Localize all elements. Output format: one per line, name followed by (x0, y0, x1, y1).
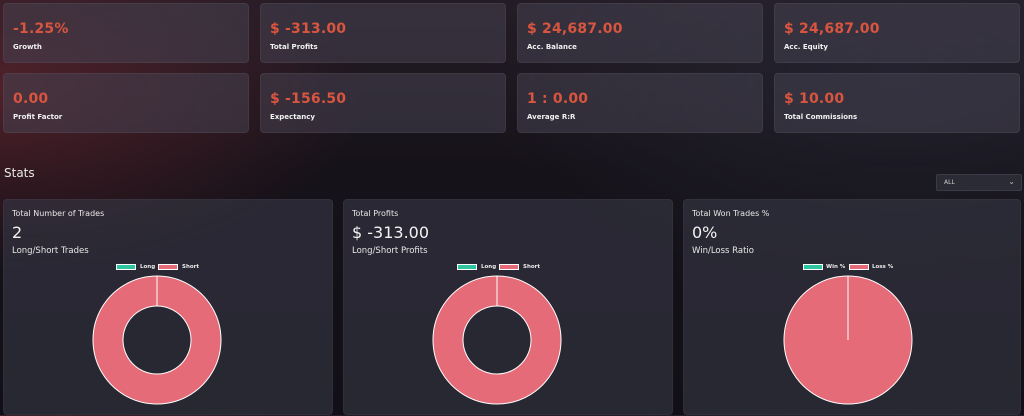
panel-title: Total Won Trades % (692, 209, 770, 218)
slice-short[interactable] (92, 275, 222, 405)
legend-swatch-win[interactable] (803, 264, 823, 270)
panel-subtitle: Long/Short Profits (352, 246, 428, 256)
chevron-down-icon: ⌄ (1008, 177, 1015, 186)
panel-value: $ -313.00 (352, 223, 430, 242)
panel-subtitle: Long/Short Trades (12, 246, 89, 256)
stat-label: Acc. Equity (784, 43, 828, 51)
stat-label: Acc. Balance (527, 43, 577, 51)
stat-card-profit-factor: 0.00 Profit Factor (3, 73, 249, 133)
chart-legend: Win % Loss % (803, 264, 913, 272)
stat-card-acc-balance: $ 24,687.00 Acc. Balance (517, 3, 763, 63)
legend-label[interactable]: Short (182, 264, 199, 270)
stat-label: Total Commissions (784, 113, 858, 121)
stat-card-average-rr: 1 : 0.00 Average R:R (517, 73, 763, 133)
stat-label: Profit Factor (13, 113, 63, 121)
stat-card-acc-equity: $ 24,687.00 Acc. Equity (774, 3, 1020, 63)
stat-value: 0.00 (13, 91, 49, 107)
stat-value: -1.25% (13, 21, 69, 37)
stat-card-growth: -1.25% Growth (3, 3, 249, 63)
win-loss-pie (783, 275, 913, 405)
legend-label[interactable]: Loss % (872, 264, 894, 270)
slice-short[interactable] (432, 275, 562, 405)
stat-card-total-profits: $ -313.00 Total Profits (260, 3, 506, 63)
panel-won-trades: Total Won Trades % 0% Win/Loss Ratio Win… (683, 199, 1021, 415)
stat-value: $ -156.50 (270, 91, 347, 107)
legend-label[interactable]: Long (481, 264, 497, 270)
chart-legend: Long Short (116, 264, 216, 272)
panel-title: Total Profits (352, 209, 399, 218)
panel-total-profits: Total Profits $ -313.00 Long/Short Profi… (343, 199, 673, 415)
stat-label: Growth (13, 43, 42, 51)
long-short-trades-doughnut (92, 275, 222, 405)
stat-value: $ -313.00 (270, 21, 347, 37)
stat-value: 1 : 0.00 (527, 91, 589, 107)
panel-total-trades: Total Number of Trades 2 Long/Short Trad… (3, 199, 333, 415)
panel-subtitle: Win/Loss Ratio (692, 246, 754, 256)
legend-label[interactable]: Win % (826, 264, 846, 270)
legend-swatch-long[interactable] (457, 264, 477, 270)
stats-section-title: Stats (4, 166, 35, 180)
stats-filter-select[interactable]: ALL ⌄ (936, 174, 1022, 191)
legend-label[interactable]: Long (140, 264, 156, 270)
chart-legend: Long Short (457, 264, 557, 272)
legend-swatch-loss[interactable] (849, 264, 869, 270)
stat-card-expectancy: $ -156.50 Expectancy (260, 73, 506, 133)
stat-label: Expectancy (270, 113, 315, 121)
panel-value: 2 (12, 223, 23, 242)
legend-swatch-long[interactable] (116, 264, 136, 270)
long-short-profits-doughnut (432, 275, 562, 405)
stat-value: $ 10.00 (784, 91, 845, 107)
stats-filter-value: ALL (944, 179, 955, 186)
legend-swatch-short[interactable] (158, 264, 178, 270)
panel-value: 0% (692, 223, 718, 242)
stat-label: Total Profits (270, 43, 318, 51)
legend-label[interactable]: Short (523, 264, 540, 270)
stat-value: $ 24,687.00 (527, 21, 623, 37)
stat-value: $ 24,687.00 (784, 21, 880, 37)
panel-title: Total Number of Trades (12, 209, 105, 218)
legend-swatch-short[interactable] (499, 264, 519, 270)
stat-label: Average R:R (527, 113, 576, 121)
stat-card-total-commissions: $ 10.00 Total Commissions (774, 73, 1020, 133)
